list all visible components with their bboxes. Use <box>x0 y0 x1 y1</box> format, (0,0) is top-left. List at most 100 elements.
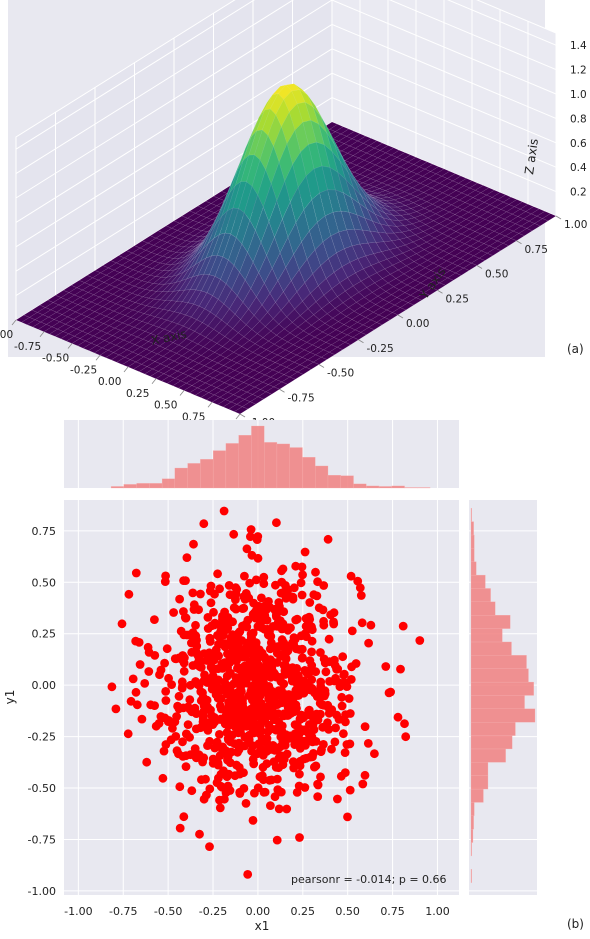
right-histogram-bar <box>470 641 512 656</box>
scatter-point <box>190 750 199 760</box>
scatter-point <box>181 762 191 771</box>
scatter-point <box>286 731 296 741</box>
pearson-annotation: pearsonr = -0.014; p = 0.66 <box>291 873 447 886</box>
scatter-point <box>195 829 204 839</box>
scatter-point <box>329 608 339 618</box>
scatter-point <box>346 675 356 684</box>
y-tick-label: 0.50 <box>32 576 57 589</box>
scatter-point <box>198 711 208 721</box>
scatter-point <box>360 770 370 780</box>
scatter-point <box>366 620 376 630</box>
scatter-point <box>248 816 258 825</box>
y-tick-label: -0.50 <box>28 782 56 795</box>
scatter-point <box>293 737 303 747</box>
scatter-point <box>161 696 171 705</box>
scatter-point <box>358 779 368 789</box>
scatter-point <box>253 674 262 684</box>
scatter-point <box>364 638 373 648</box>
scatter-point <box>134 638 144 647</box>
scatter-point <box>280 670 290 679</box>
scatter-point <box>257 593 266 603</box>
scatter-point <box>128 674 138 684</box>
scatter-point <box>216 685 226 695</box>
scatter-point <box>230 771 240 781</box>
scatter-point <box>222 625 231 634</box>
scatter-point <box>208 665 218 675</box>
scatter-point <box>271 725 281 735</box>
x-tick-label: -0.25 <box>199 905 227 918</box>
scatter-point <box>192 641 202 651</box>
scatter-point <box>381 662 391 671</box>
scatter-point <box>188 661 198 670</box>
scatter-point <box>181 576 190 585</box>
y-tick-label: 0.00 <box>32 679 57 692</box>
scatter-point <box>221 746 231 756</box>
scatter-point <box>323 702 333 712</box>
scatter-point <box>209 607 218 617</box>
scatter-point <box>310 762 319 772</box>
scatter-point <box>246 687 256 696</box>
scatter-point <box>259 711 269 721</box>
surface-patch <box>502 238 517 246</box>
scatter-point <box>219 506 229 516</box>
scatter-point <box>276 588 286 598</box>
scatter-point <box>188 588 198 598</box>
scatter-point <box>229 529 239 539</box>
scatter-point <box>247 637 256 647</box>
scatter-point <box>239 603 249 613</box>
top-histogram-bar <box>315 465 329 489</box>
scatter-point <box>242 675 252 685</box>
scatter-point <box>249 646 258 655</box>
scatter-point <box>232 656 241 666</box>
scatter-point <box>159 746 169 756</box>
top-histogram-bar <box>174 467 188 489</box>
scatter-point <box>276 787 286 797</box>
right-histogram-bar <box>470 842 472 857</box>
scatter-point <box>281 648 291 657</box>
right-histogram-bar <box>470 521 474 536</box>
scatter-point <box>155 670 164 680</box>
scatter-point <box>245 578 255 588</box>
y-axis-label: y1 <box>3 690 17 705</box>
scatter-point <box>242 544 252 554</box>
scatter-point <box>177 654 186 664</box>
scatter-point <box>215 730 224 739</box>
scatter-point <box>290 720 300 729</box>
scatter-point <box>209 713 219 722</box>
scatter-point <box>309 590 319 600</box>
scatter-point <box>347 662 356 672</box>
scatter-point <box>323 718 332 728</box>
scatter-point <box>137 714 147 724</box>
scatter-point <box>260 611 270 620</box>
scatter-point <box>415 636 425 645</box>
x-tick-label: -0.50 <box>154 905 182 918</box>
surface-patch <box>431 282 446 291</box>
scatter-point <box>312 709 321 719</box>
scatter-point <box>337 701 347 711</box>
scatter-point <box>307 647 316 657</box>
scatter-point <box>189 539 198 549</box>
top-histogram-bar <box>225 443 239 489</box>
scatter-point <box>398 621 408 631</box>
scatter-point <box>162 644 172 654</box>
surface-patch <box>423 287 438 296</box>
grid-line <box>15 72 557 272</box>
right-histogram-bar <box>470 548 475 562</box>
scatter-point <box>197 775 206 785</box>
scatter-point <box>314 603 324 613</box>
scatter-point <box>331 723 340 733</box>
top-histogram-bar <box>136 483 150 489</box>
right-histogram-bar <box>470 775 489 790</box>
scatter-point <box>298 653 307 663</box>
scatter-point <box>282 804 292 814</box>
scatter-point <box>123 729 133 739</box>
right-histogram-bar <box>470 748 506 763</box>
scatter-point <box>239 715 249 724</box>
top-histogram-bar <box>264 442 278 489</box>
scatter-point <box>234 763 244 772</box>
scatter-point <box>241 589 251 598</box>
scatter-point <box>213 693 223 703</box>
scatter-point <box>400 719 409 729</box>
scatter-point <box>213 631 222 640</box>
scatter-point <box>308 720 318 729</box>
